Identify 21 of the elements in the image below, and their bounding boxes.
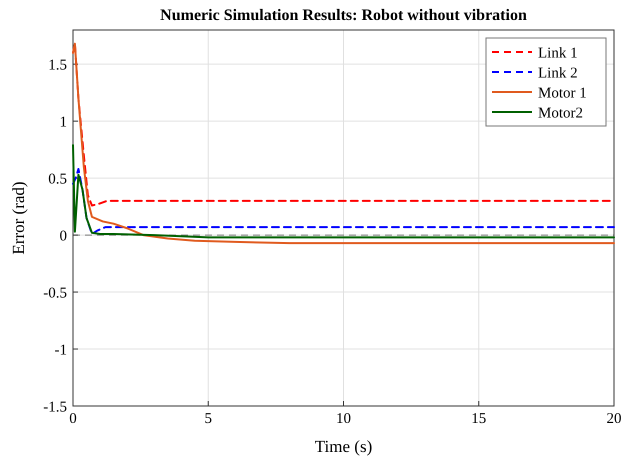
line-series [72,144,615,238]
y-tick-label: 0 [60,228,67,244]
y-tick-label: 0.5 [48,171,67,188]
y-tick-label: -1.5 [43,399,67,416]
legend-label: Motor 1 [538,85,587,102]
chart-title: Numeric Simulation Results: Robot without vibration [160,7,527,24]
legend-label: Motor2 [538,105,583,122]
x-axis-title: Time (s) [314,437,372,456]
y-tick-label: 1.5 [48,57,67,74]
legend-label: Link 2 [538,65,578,82]
y-tick-label: -0.5 [43,285,67,302]
line-series [72,42,615,244]
x-tick-label: 15 [471,411,486,427]
legend-label: Link 1 [538,45,578,62]
y-tick-label: -1 [54,342,67,358]
line-series [72,168,615,235]
y-axis-title: Error (rad) [9,181,28,255]
x-tick-label: 10 [336,411,351,427]
y-tick-label: 1 [60,114,67,130]
x-tick-label: 5 [204,411,212,427]
x-tick-label: 20 [606,411,622,427]
